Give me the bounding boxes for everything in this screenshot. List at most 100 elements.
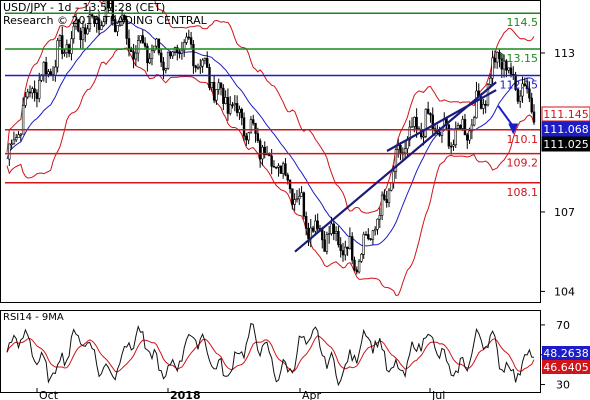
candle-body [254, 122, 257, 134]
axes: 104 107 113 30 70 Oct 2018 Apr Jul [0, 0, 575, 400]
candle-body [162, 61, 165, 71]
candle-body [275, 166, 278, 169]
candle-body [456, 125, 460, 129]
candle-body [180, 49, 184, 54]
candle-body [47, 71, 50, 75]
candle-body [495, 51, 499, 63]
candle-body [323, 239, 326, 252]
candle-body [484, 103, 487, 106]
candle-body [104, 0, 108, 22]
candle-body [302, 192, 306, 217]
candle-body [171, 51, 174, 57]
candle-body [410, 126, 414, 128]
candle-body [298, 196, 301, 200]
candle-body [26, 91, 29, 98]
candle-body [56, 40, 59, 68]
candle-body [514, 74, 517, 90]
candle-body [332, 223, 335, 234]
candle-body [344, 246, 347, 256]
candle-body [113, 19, 117, 32]
candle-body [74, 19, 78, 27]
level-label-1: 113.15 [500, 52, 539, 65]
candle-body [183, 42, 186, 51]
candle-body [463, 119, 467, 136]
candle-body [42, 61, 46, 76]
candle-body [90, 14, 94, 17]
trendline-1 [386, 89, 497, 152]
x-tick-label-0: Oct [39, 389, 59, 400]
level-label-2: 112.15 [500, 79, 539, 92]
candle-body [58, 35, 62, 41]
x-tick-label-3: Jul [431, 389, 445, 400]
candle-body [256, 133, 260, 141]
candle-body [424, 108, 428, 137]
candle-body [72, 25, 75, 40]
candle-body [176, 47, 179, 54]
candle-body [240, 108, 243, 119]
candle-body [201, 59, 204, 67]
candle-body [530, 97, 533, 113]
candle-body [327, 233, 331, 235]
candle-body [164, 68, 167, 71]
candle-body [314, 220, 317, 232]
candle-body [224, 97, 227, 104]
candle-body [146, 45, 149, 64]
candle-body [132, 51, 135, 60]
candle-body [194, 65, 197, 69]
candle-body [159, 52, 163, 63]
candle-body [107, 0, 110, 9]
candle-body [295, 198, 299, 201]
candle-body [362, 234, 365, 255]
candle-body [178, 52, 181, 55]
candle-body [81, 27, 85, 41]
candle-body [350, 236, 354, 261]
candle-body [390, 182, 393, 191]
candle-body [24, 96, 27, 106]
candle-body [369, 238, 372, 241]
candle-body [304, 216, 308, 229]
candle-body [118, 24, 121, 27]
price-y-tick-label-0: 104 [554, 285, 575, 298]
candle-body [136, 40, 140, 54]
x-tick-label-1: 2018 [170, 389, 201, 400]
candle-body [325, 234, 329, 252]
candle-body [493, 57, 497, 63]
candle-body [279, 165, 283, 174]
candle-body [70, 38, 73, 54]
candle-body [226, 97, 230, 114]
candle-body [148, 58, 151, 64]
candle-body [127, 38, 131, 49]
candle-body [150, 50, 154, 59]
candle-body [277, 165, 280, 168]
candle-body [454, 128, 457, 146]
candle-body [249, 119, 253, 134]
candle-body [378, 215, 382, 220]
candle-body [233, 103, 237, 106]
candle-body [431, 114, 434, 129]
candle-body [334, 231, 338, 234]
forecast-arrow [497, 105, 515, 128]
candle-body [307, 227, 310, 240]
price-tag-box-2 [541, 136, 590, 152]
candle-body [155, 38, 158, 47]
trendline-0 [294, 81, 497, 253]
candle-body [284, 163, 287, 176]
candle-body [169, 51, 172, 57]
rsi-line [6, 322, 535, 387]
candle-body [399, 145, 402, 155]
price-tag-0: 111.145 [543, 108, 589, 121]
candle-body [516, 89, 520, 102]
price-frame [0, 0, 541, 303]
candle-body [482, 103, 485, 109]
candle-body [426, 108, 430, 114]
price-tag-1: 111.068 [543, 123, 589, 136]
candle-body [293, 199, 296, 205]
candle-body [341, 250, 345, 256]
candle-body [219, 82, 223, 89]
candle-body [263, 146, 266, 155]
candle-body [357, 261, 361, 273]
rsi-y-tick-label-0: 30 [556, 379, 570, 392]
level-label-4: 109.2 [507, 157, 539, 170]
rsi-tag-1: 46.6405 [543, 361, 589, 374]
rsi-y-tick-label-2: 70 [556, 319, 570, 332]
